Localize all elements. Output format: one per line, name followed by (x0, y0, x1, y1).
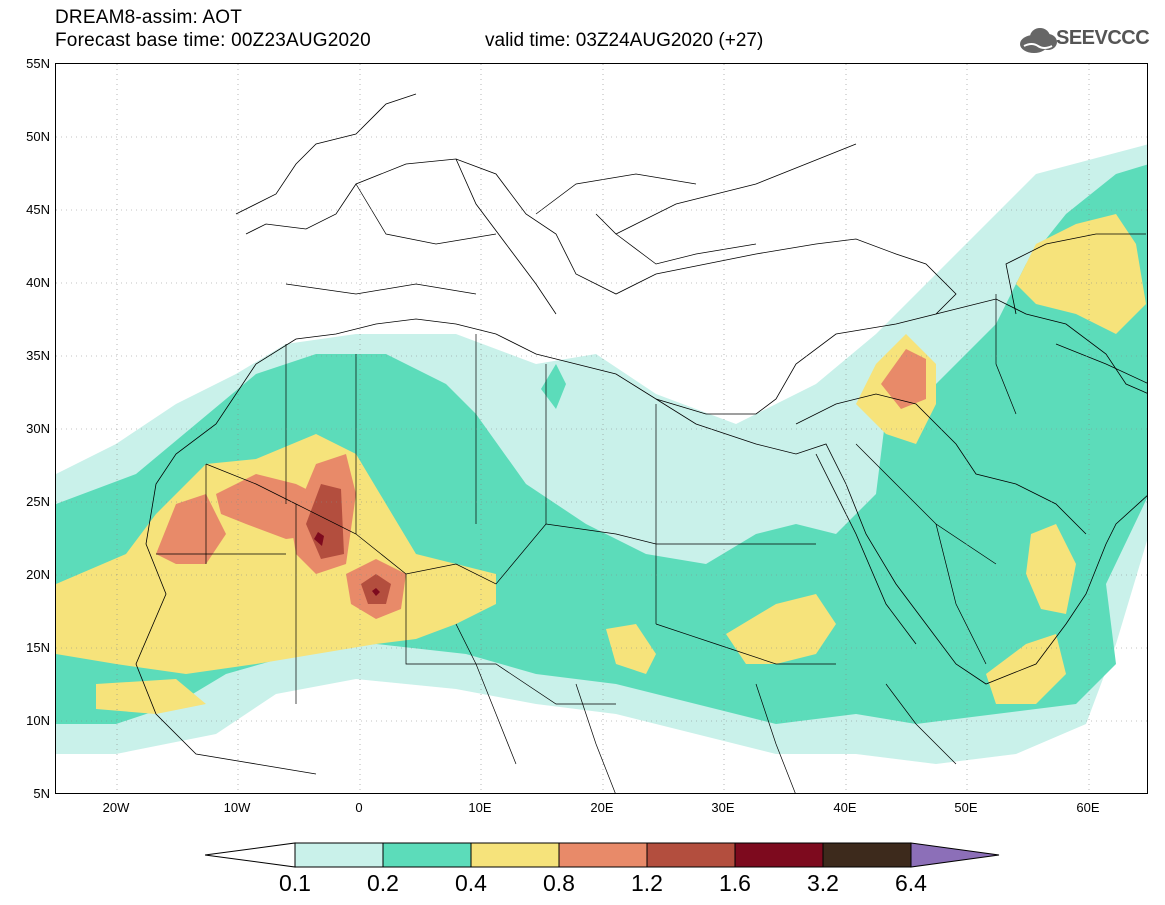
lon-label: 20E (590, 800, 614, 815)
lat-label: 45N (26, 202, 50, 217)
lon-label: 0 (355, 800, 363, 815)
colorbar-swatch (470, 842, 560, 868)
colorbar-swatch (734, 842, 824, 868)
lon-label: 10E (468, 800, 492, 815)
lat-label: 20N (26, 567, 50, 582)
lat-label: 30N (26, 421, 50, 436)
lat-label: 5N (33, 786, 50, 801)
lat-label: 15N (26, 640, 50, 655)
lon-label: 10W (223, 800, 251, 815)
lon-label: 30E (711, 800, 735, 815)
aot-map (56, 64, 1147, 793)
lat-label: 50N (26, 129, 50, 144)
lon-label: 60E (1076, 800, 1100, 815)
colorbar (205, 842, 1000, 868)
aot-band-1.6 (314, 532, 380, 596)
colorbar-label: 0.2 (367, 870, 399, 896)
colorbar-label: 1.6 (719, 870, 751, 896)
lat-label: 25N (26, 494, 50, 509)
lon-label: 20W (102, 800, 130, 815)
colorbar-label: 1.2 (631, 870, 663, 896)
colorbar-label: 6.4 (895, 870, 927, 896)
map-panel (55, 63, 1148, 794)
lat-label: 10N (26, 713, 50, 728)
colorbar-label: 3.2 (807, 870, 839, 896)
cloud-icon (1020, 28, 1057, 53)
valid-time-label: valid time: 03Z24AUG2020 (+27) (485, 30, 764, 51)
borders (156, 173, 1147, 793)
colorbar-swatch (382, 842, 472, 868)
lon-label: 50E (954, 800, 978, 815)
lon-label: 40E (833, 800, 857, 815)
lat-label: 55N (26, 56, 50, 71)
base-time-label: Forecast base time: 00Z23AUG2020 (55, 30, 371, 51)
colorbar-swatch (822, 842, 912, 868)
colorbar-label: 0.4 (455, 870, 487, 896)
map-title: DREAM8-assim: AOT (55, 7, 243, 28)
graticule (56, 64, 1147, 793)
colorbar-label: 0.8 (543, 870, 575, 896)
lat-label: 35N (26, 348, 50, 363)
colorbar-swatch (646, 842, 736, 868)
coastlines (135, 93, 1147, 775)
colorbar-over-triangle (910, 842, 1000, 868)
colorbar-under-triangle (205, 842, 296, 868)
logo-text: SEEVCCC (1056, 27, 1150, 49)
lat-label: 40N (26, 275, 50, 290)
colorbar-label: 0.1 (279, 870, 311, 896)
colorbar-swatch (558, 842, 648, 868)
colorbar-swatch (294, 842, 384, 868)
